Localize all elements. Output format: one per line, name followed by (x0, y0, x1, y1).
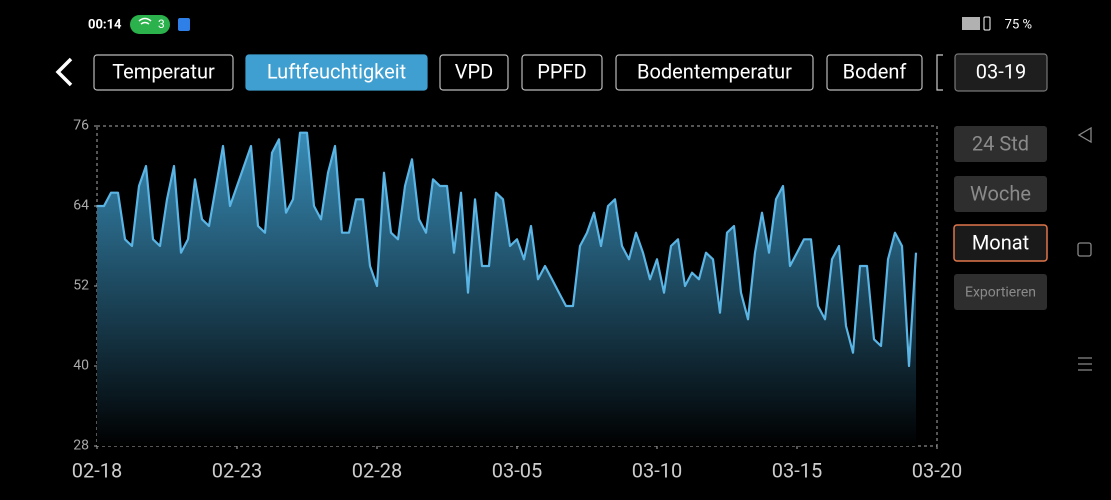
range-button-label[interactable]: 24 Std (972, 131, 1029, 155)
wifi-count: 3 (158, 17, 165, 31)
x-tick-label: 02-28 (352, 458, 403, 482)
signal-icon (962, 17, 980, 30)
tab-label[interactable]: Luftfeuchtigkeit (267, 59, 406, 83)
tab[interactable] (439, 54, 509, 91)
date-button-label[interactable]: 03-19 (976, 59, 1027, 83)
area (97, 132, 916, 446)
range-button[interactable] (954, 126, 1047, 162)
range-button[interactable] (954, 274, 1047, 310)
tab-label[interactable]: Temperatur (112, 59, 215, 83)
nav-home[interactable] (1077, 242, 1092, 257)
tab-label[interactable]: PPFD (537, 59, 586, 83)
tab[interactable] (93, 54, 234, 91)
y-tick-label: 64 (73, 198, 89, 214)
y-tick-label: 28 (73, 438, 89, 454)
tab[interactable] (245, 54, 428, 91)
range-button-label[interactable]: Woche (970, 181, 1031, 205)
y-tick-label: 52 (73, 278, 89, 294)
clock: 00:14 (88, 17, 122, 32)
wifi-icon (138, 17, 152, 25)
x-tick-label: 03-15 (772, 458, 823, 482)
clipped-tab[interactable] (936, 54, 943, 91)
tab-label[interactable]: Bodentemperatur (637, 59, 792, 83)
battery-icon (983, 16, 991, 31)
date-button[interactable] (954, 53, 1048, 92)
tab[interactable] (521, 54, 603, 91)
y-tick-label: 40 (73, 358, 89, 374)
battery-level: 75 % (1005, 17, 1032, 32)
nav-menu[interactable] (1078, 357, 1092, 371)
x-tick-label: 02-23 (212, 458, 263, 482)
x-tick-label: 03-10 (632, 458, 683, 482)
range-button[interactable] (953, 224, 1048, 262)
line (97, 131, 918, 368)
x-tick-label: 02-18 (72, 458, 123, 482)
tab-label[interactable]: VPD (455, 59, 493, 83)
tab[interactable] (615, 54, 814, 91)
range-button[interactable] (954, 176, 1047, 212)
nav-back[interactable] (1077, 126, 1092, 144)
y-tick-label: 76 (73, 118, 89, 134)
x-tick-label: 03-20 (912, 458, 963, 482)
x-tick-label: 03-05 (492, 458, 543, 482)
tab[interactable] (826, 54, 923, 91)
bluetooth-icon (178, 18, 190, 31)
range-button-label[interactable]: Exportieren (965, 285, 1036, 301)
range-button-label[interactable]: Monat (972, 230, 1029, 254)
tab-label[interactable]: Bodenf (843, 59, 907, 83)
back-button[interactable] (55, 57, 73, 87)
